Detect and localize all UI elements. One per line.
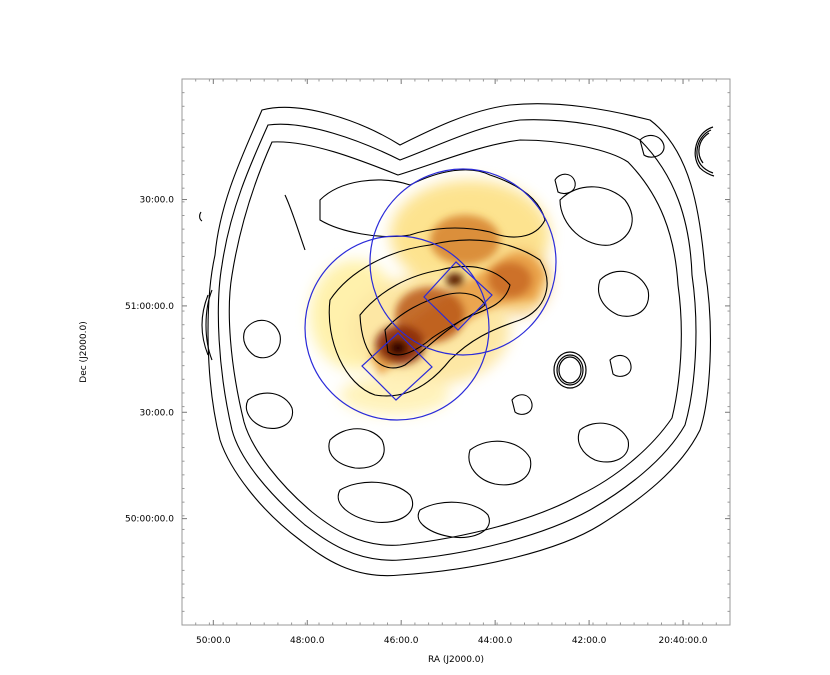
heat-peak-north	[446, 273, 464, 287]
y-tick-label: 30:00.0	[139, 408, 174, 418]
contour-small-3	[511, 394, 533, 415]
contour-south-blob-1	[328, 428, 385, 469]
x-tick-label: 46:00.0	[384, 636, 419, 646]
contour-small-4	[609, 354, 632, 377]
y-tick-label: 30:00.0	[139, 196, 174, 206]
x-tick-label: 42:00.0	[572, 636, 607, 646]
contour-outer	[207, 103, 712, 577]
contour-west-edge-1	[205, 289, 213, 361]
crescent-source	[694, 126, 715, 177]
contour-south-blob-2	[468, 440, 532, 486]
x-tick-label: 48:00.0	[290, 636, 325, 646]
x-tick-label: 20:40:00.0	[659, 636, 708, 646]
contour-north-loop	[284, 194, 306, 251]
heat-blob-east	[488, 262, 532, 298]
contour-lines	[199, 103, 712, 577]
contour-3	[228, 139, 682, 546]
contour-east-loop	[559, 186, 633, 246]
region-square-south	[361, 332, 433, 401]
contour-small-2	[639, 134, 665, 158]
y-tick-label: 50:00:00.0	[125, 515, 174, 525]
y-tick-label: 51:00:00.0	[125, 302, 174, 312]
heat-peak-south	[388, 340, 408, 356]
contour-2	[217, 119, 697, 561]
contour-south-blob-3	[577, 422, 629, 463]
y-axis-ticks: 30:00.0 51:00:00.0 30:00.0 50:00:00.0	[125, 78, 730, 626]
x-tick-label: 50:00.0	[196, 636, 231, 646]
y-axis-label: Dec (J2000.0)	[79, 321, 89, 382]
emission-heatmap	[310, 180, 550, 415]
contour-west-loop	[243, 319, 281, 359]
x-axis-ticks: 50:00.0 48:00.0 46:00.0 44:00.0 42:00.0 20:40…	[181, 79, 731, 646]
contour-west-edge-2	[201, 294, 209, 356]
contour-point-west	[199, 211, 203, 222]
contour-south-blob-4	[337, 481, 414, 523]
contour-west-loop-2	[245, 392, 294, 429]
observation-regions	[304, 168, 557, 421]
contour-south-blob-5	[417, 501, 490, 539]
x-axis-label: RA (J2000.0)	[428, 655, 484, 665]
contour-east-blob	[598, 270, 650, 317]
region-circle-west	[304, 235, 490, 421]
contour-small-1	[554, 173, 576, 195]
ring-source	[553, 351, 587, 389]
region-square-north	[423, 261, 493, 331]
contour-inner-core-1	[328, 239, 548, 397]
x-tick-label: 44:00.0	[478, 636, 513, 646]
contour-inner-core-2	[359, 266, 511, 369]
region-circle-northeast	[369, 168, 557, 356]
